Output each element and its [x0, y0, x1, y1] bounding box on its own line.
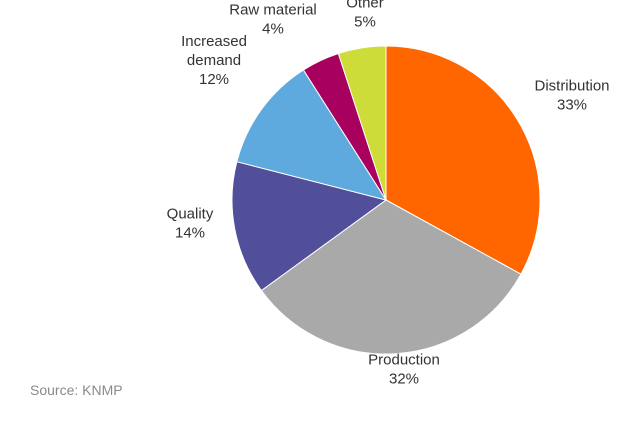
slice-label-distribution: Distribution 33% [534, 78, 609, 114]
slice-label-production: Production 32% [368, 352, 440, 388]
pie-slice-quality [231, 161, 388, 292]
slice-label-quality: Quality 14% [167, 206, 214, 242]
pie-slice-production [260, 199, 522, 355]
pie-slice-other [337, 45, 387, 201]
source-note: Source: KNMP [30, 382, 123, 398]
slice-label-raw-material: Raw material 4% [229, 2, 317, 38]
pie-slice-increased-demand [236, 69, 388, 201]
pie-slice-distribution [385, 45, 541, 275]
slice-label-increased-demand: Increased demand 12% [181, 33, 247, 88]
slice-label-other: Other 5% [346, 0, 384, 31]
